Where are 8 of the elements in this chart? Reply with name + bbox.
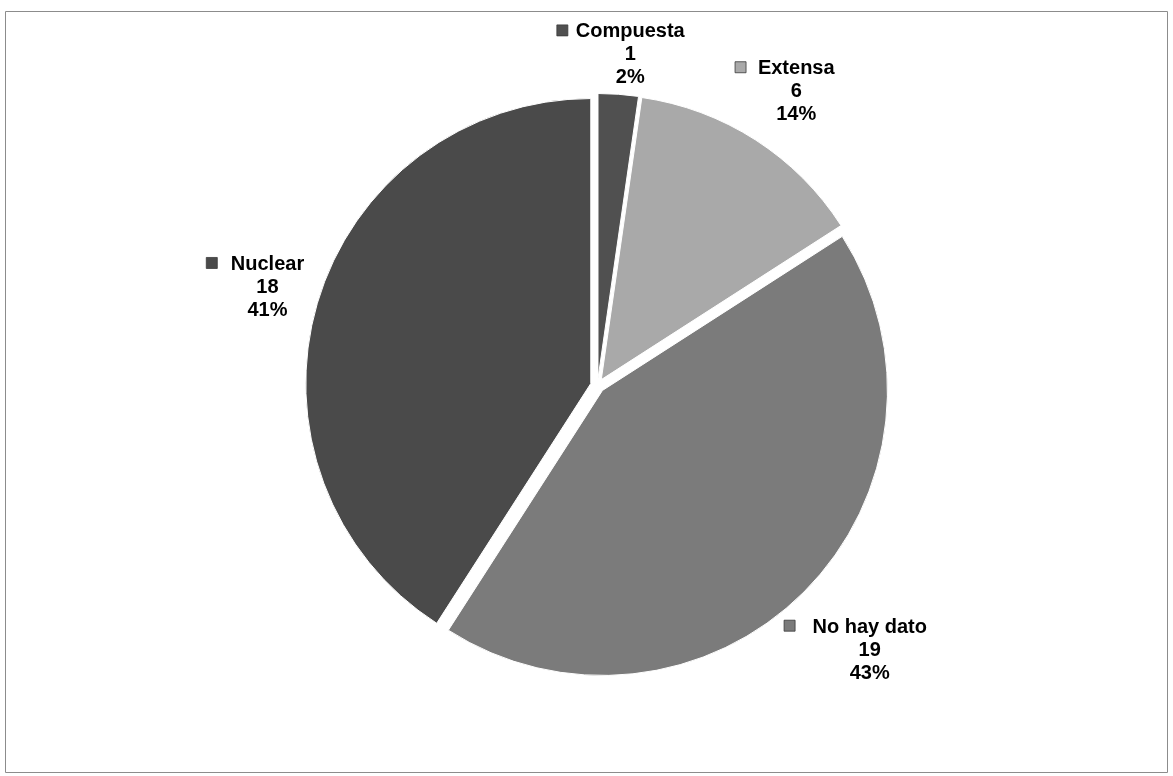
data-label: 19 43% (849, 637, 890, 683)
legend-label: No hay dato (812, 614, 927, 637)
legend-label: Extensa (757, 56, 836, 79)
legend-label: Compuesta (575, 19, 686, 42)
data-label: 18 41% (247, 274, 288, 320)
legend-label: Nuclear (230, 251, 305, 274)
data-label: 6 14% (776, 79, 817, 125)
data-label: 1 2% (615, 42, 645, 88)
